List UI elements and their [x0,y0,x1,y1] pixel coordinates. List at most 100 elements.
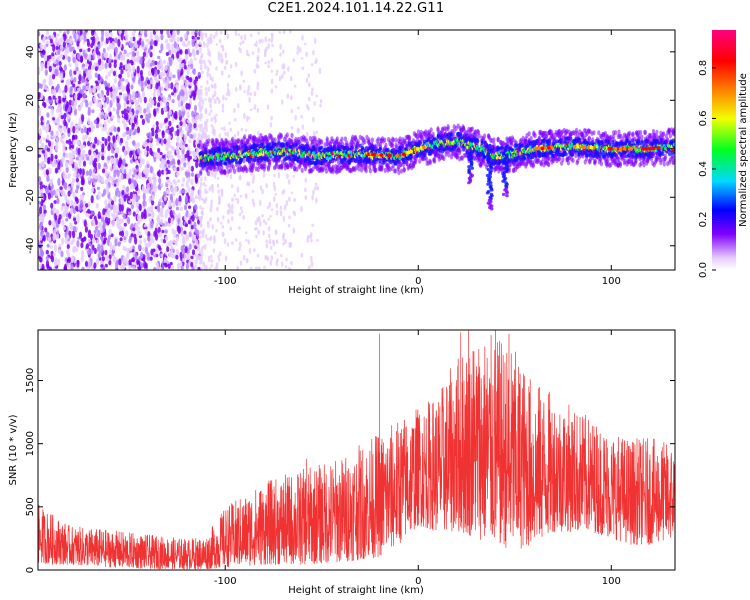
heatmap-cell [68,152,72,160]
heatmap-cell [196,49,200,56]
heatmap-cell [256,107,260,113]
heatmap-cell [300,57,304,60]
heatmap-cell [167,42,171,51]
heatmap-cell [313,37,317,44]
heatmap-cell [160,237,164,243]
heatmap-cell [226,131,230,138]
heatmap-cell [99,226,103,234]
heatmap-cell [194,127,199,131]
heatmap-cell [128,178,132,185]
heatmap-cell [43,84,48,91]
heatmap-cell [85,203,89,208]
heatmap-cell [153,151,157,158]
heatmap-cell [147,102,151,108]
heatmap-cell [94,66,98,72]
heatmap-cell [186,75,190,80]
heatmap-cell [231,241,234,246]
heatmap-cell [88,87,92,94]
heatmap-cell [65,217,69,222]
heatmap-cell [184,195,188,204]
heatmap-cell [191,30,195,36]
heatmap-cell [215,228,218,233]
heatmap-cell [133,193,137,200]
heatmap-cell [83,236,87,242]
heatmap-cell [221,108,225,113]
heatmap-cell [282,215,286,223]
heatmap-cell [120,210,124,214]
heatmap-cell [87,249,91,256]
heatmap-cell [123,101,127,109]
heatmap-cell [82,149,86,156]
heatmap-cell [132,36,136,42]
heatmap-cell [178,109,182,118]
heatmap-cell [92,219,96,227]
heatmap-cell [314,186,317,191]
heatmap-cell [231,197,234,203]
heatmap-cell [154,60,158,66]
heatmap-cell [159,60,163,67]
heatmap-cell [103,162,107,167]
heatmap-cell [113,77,117,84]
heatmap-cell [143,238,147,243]
heatmap-cell [284,238,287,245]
heatmap-cell [72,56,76,64]
heatmap-cell [175,236,180,242]
heatmap-cell [290,109,294,114]
heatmap-cell [113,195,117,203]
heatmap-cell [72,139,76,146]
heatmap-cell [78,74,82,82]
heatmap-cell [311,194,314,201]
heatmap-cell [46,123,50,132]
heatmap-cell [290,95,293,100]
heatmap-cell [140,262,144,267]
heatmap-cell [233,108,236,113]
heatmap-cell [104,249,108,256]
heatmap-cell [99,123,103,127]
heatmap-cell [56,66,60,70]
heatmap-cell [100,114,104,120]
heatmap-cell [176,167,180,172]
heatmap-cell [195,115,199,121]
heatmap-cell [167,169,171,175]
heatmap-cell [97,176,101,184]
heatmap-cell [233,168,237,174]
heatmap-cell [136,226,140,231]
heatmap-cell [157,64,161,69]
heatmap-cell [157,128,161,133]
heatmap-cell [139,158,143,164]
heatmap-cell [44,158,48,163]
heatmap-cell [186,30,190,36]
heatmap-cell [173,180,177,186]
heatmap-cell [279,43,282,50]
heatmap-cell [125,79,129,83]
heatmap-cell [307,73,311,78]
heatmap-cell [39,222,43,231]
heatmap-cell [304,194,308,201]
heatmap-cell [186,119,190,123]
heatmap-cell [126,63,130,71]
heatmap-cell [109,31,113,38]
heatmap-cell [110,126,114,132]
heatmap-cell [120,197,124,205]
heatmap-cell [257,229,261,235]
heatmap-cell [305,77,309,83]
heatmap-cell [39,242,43,247]
heatmap-cell [259,199,262,206]
heatmap-cell [97,162,101,170]
heatmap-cell [229,127,233,132]
heatmap-cell [133,117,137,124]
heatmap-cell [200,52,204,59]
heatmap-cell [63,64,67,71]
heatmap-cell [149,205,153,213]
heatmap-cell [73,76,77,83]
heatmap-cell [122,245,126,251]
heatmap-cell [137,220,141,225]
heatmap-cell [287,66,290,72]
heatmap-cell [84,226,88,233]
heatmap-cell [215,113,218,117]
heatmap-cell [316,239,319,242]
heatmap-cell [205,266,208,270]
heatmap-cell [181,89,185,97]
heatmap-cell [88,127,92,133]
